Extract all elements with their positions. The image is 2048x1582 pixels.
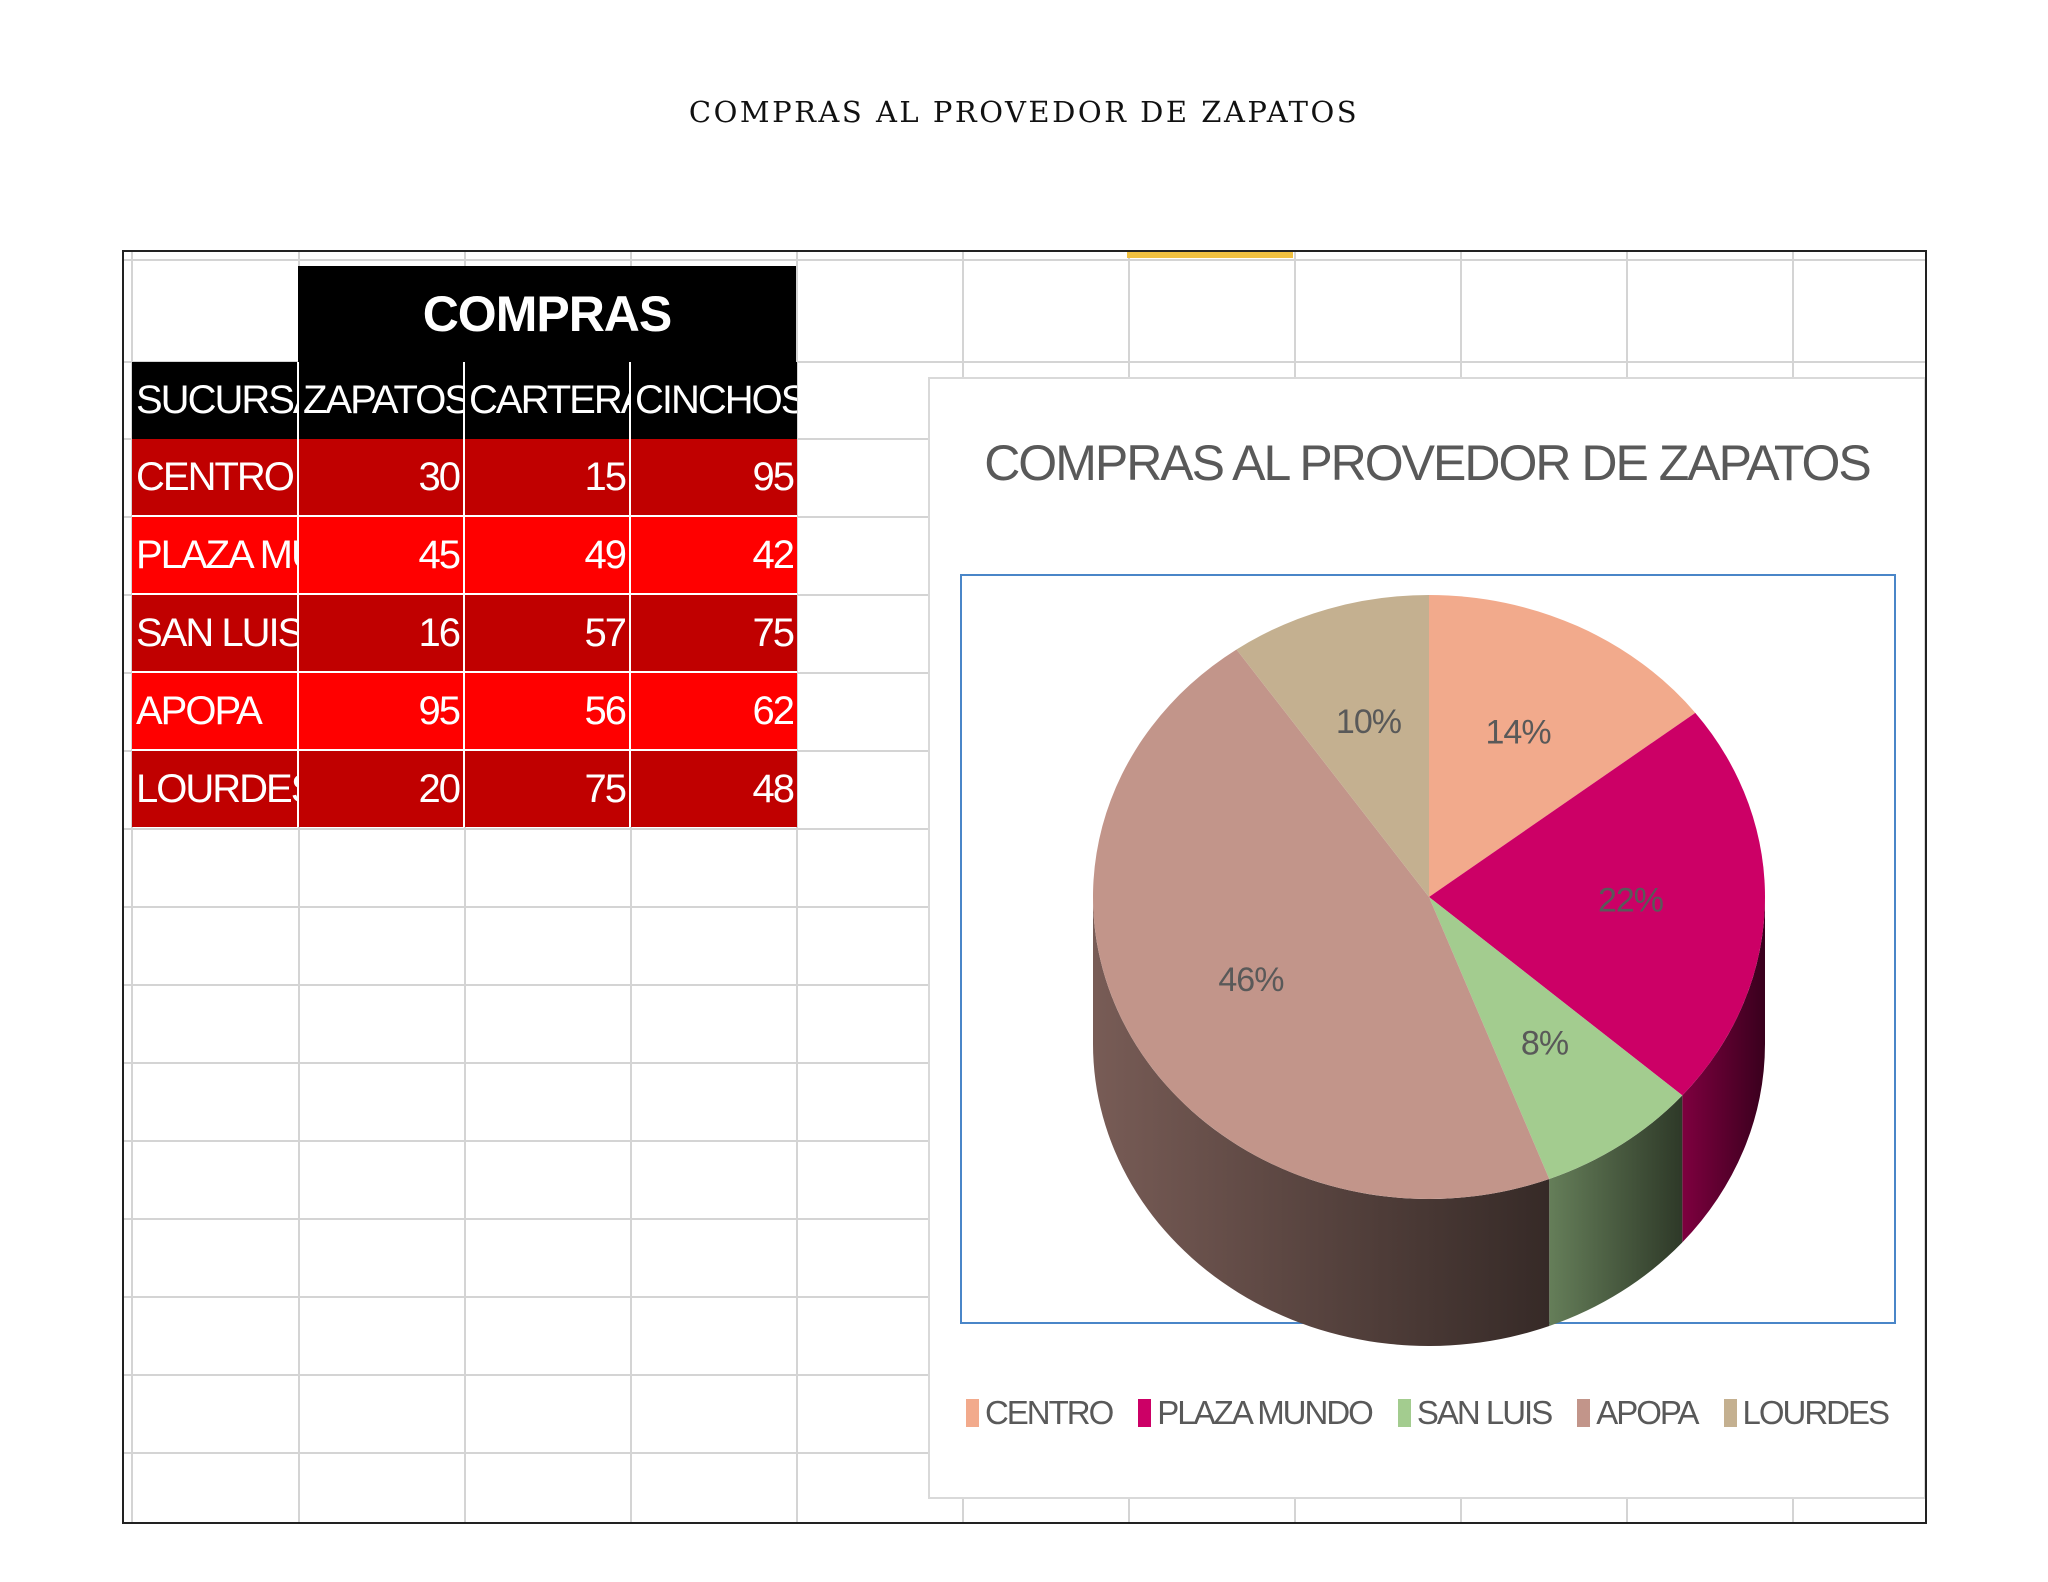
legend-label-apopa: APOPA bbox=[1596, 1394, 1699, 1431]
data-label-lourdes: 10% bbox=[1336, 703, 1402, 741]
row-centro-cinchos: 95 bbox=[631, 439, 797, 517]
pie-chart: 14% 22% 8% 46% 10% bbox=[1093, 595, 1765, 1346]
row-san-luis-cinchos: 75 bbox=[631, 595, 797, 673]
row-centro-carteras: 15 bbox=[465, 439, 631, 517]
legend-swatch-lourdes bbox=[1723, 1399, 1737, 1427]
legend-item-centro[interactable]: CENTRO bbox=[965, 1394, 1114, 1432]
row-plaza-mundo-label: PLAZA MUNDO bbox=[132, 517, 299, 595]
legend-swatch-centro bbox=[965, 1399, 979, 1427]
row-san-luis-carteras: 57 bbox=[465, 595, 631, 673]
chart-title: COMPRAS AL PROVEDOR DE ZAPATOS bbox=[984, 435, 1872, 491]
legend-label-san-luis: SAN LUIS bbox=[1416, 1394, 1553, 1431]
chart-area[interactable]: COMPRAS AL PROVEDOR DE ZAPATOS 14% 22% 8% 4… bbox=[928, 377, 1925, 1499]
pie-slice-plaza-mundo[interactable] bbox=[1429, 712, 1765, 1096]
row-apopa-label: APOPA bbox=[132, 673, 299, 751]
header-carteras: CARTERAS bbox=[465, 362, 631, 439]
row-apopa-cinchos: 62 bbox=[631, 673, 797, 751]
row-apopa-zapatos: 95 bbox=[299, 673, 465, 751]
document-title: COMPRAS AL PROVEDOR DE ZAPATOS bbox=[688, 95, 1360, 129]
selected-cell-marker bbox=[1127, 252, 1293, 258]
row-centro-label: CENTRO bbox=[132, 439, 299, 517]
row-plaza-mundo-zapatos: 45 bbox=[299, 517, 465, 595]
row-lourdes-cinchos: 48 bbox=[631, 751, 797, 827]
legend-swatch-apopa bbox=[1577, 1399, 1591, 1427]
pie-side-san-luis bbox=[1549, 1095, 1683, 1326]
legend-label-centro: CENTRO bbox=[984, 1394, 1114, 1431]
data-label-plaza-mundo: 22% bbox=[1598, 882, 1664, 920]
pie-slice-lourdes[interactable] bbox=[1236, 595, 1429, 897]
pie-side-plaza-mundo bbox=[1682, 897, 1765, 1243]
legend-item-plaza-mundo[interactable]: PLAZA MUNDO bbox=[1138, 1394, 1374, 1432]
row-lourdes-carteras: 75 bbox=[465, 751, 631, 827]
data-label-centro: 14% bbox=[1486, 713, 1552, 751]
legend-swatch-plaza-mundo bbox=[1138, 1399, 1152, 1427]
row-san-luis-zapatos: 16 bbox=[299, 595, 465, 673]
data-label-san-luis: 8% bbox=[1521, 1025, 1569, 1063]
legend-label-plaza-mundo: PLAZA MUNDO bbox=[1157, 1394, 1374, 1431]
header-sucursal: SUCURSAL bbox=[132, 362, 299, 439]
row-apopa-carteras: 56 bbox=[465, 673, 631, 751]
pie-slice-san-luis[interactable] bbox=[1429, 897, 1683, 1179]
row-plaza-mundo-cinchos: 42 bbox=[631, 517, 797, 595]
legend-item-lourdes[interactable]: LOURDES bbox=[1723, 1394, 1891, 1432]
pie-slice-apopa[interactable] bbox=[1093, 649, 1550, 1199]
spreadsheet-area: COMPRAS SUCURSAL ZAPATOS CARTERAS CINCHO… bbox=[122, 250, 1927, 1524]
header-zapatos: ZAPATOS bbox=[299, 362, 465, 439]
table-title: COMPRAS bbox=[298, 266, 796, 362]
row-lourdes-label: LOURDES bbox=[132, 751, 299, 827]
row-lourdes-zapatos: 20 bbox=[299, 751, 465, 827]
row-centro-zapatos: 30 bbox=[299, 439, 465, 517]
header-cinchos: CINCHOS bbox=[631, 362, 797, 439]
pie-slice-centro[interactable] bbox=[1429, 595, 1696, 897]
legend-swatch-san-luis bbox=[1397, 1399, 1411, 1427]
data-label-apopa: 46% bbox=[1218, 961, 1284, 999]
row-san-luis-label: SAN LUIS bbox=[132, 595, 299, 673]
chart-legend: CENTRO PLAZA MUNDO SAN LUIS APOPA LOURDES bbox=[930, 1394, 1924, 1432]
pie-top-faces bbox=[1093, 595, 1765, 1199]
legend-label-lourdes: LOURDES bbox=[1742, 1394, 1891, 1431]
legend-item-san-luis[interactable]: SAN LUIS bbox=[1397, 1394, 1553, 1432]
legend-item-apopa[interactable]: APOPA bbox=[1577, 1394, 1700, 1432]
pie-side-walls bbox=[1093, 897, 1765, 1346]
row-plaza-mundo-carteras: 49 bbox=[465, 517, 631, 595]
pie-side-apopa bbox=[1093, 897, 1550, 1346]
